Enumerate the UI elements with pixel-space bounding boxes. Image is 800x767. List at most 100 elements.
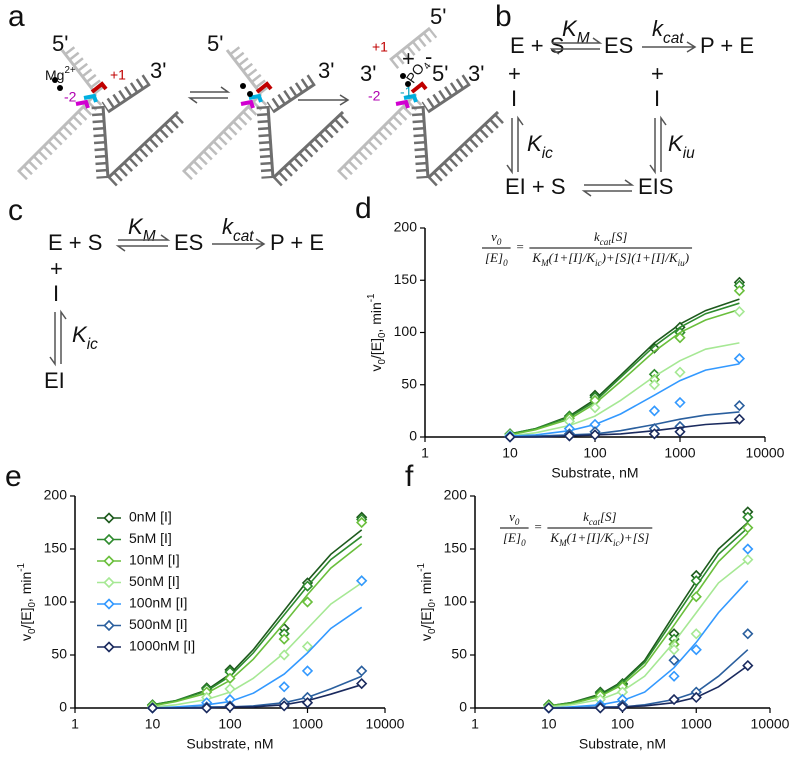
data-point [690, 691, 702, 704]
data-point [674, 426, 686, 438]
sign: + [508, 61, 521, 86]
legend-label: 50nM [I] [129, 573, 180, 589]
data-point [733, 413, 746, 425]
rate-constant: Kic [72, 322, 98, 353]
data-point [594, 702, 606, 714]
data-point [301, 640, 314, 653]
ion [247, 91, 253, 97]
data-point [543, 702, 555, 714]
data-point [742, 553, 754, 566]
equilibrium-arrow [506, 115, 524, 175]
data-point [301, 697, 314, 709]
legend-marker [103, 533, 115, 546]
data-point [668, 693, 680, 706]
strand-end: 3' [468, 61, 484, 86]
y-tick-label: 100 [44, 593, 68, 609]
dna-backbone [427, 82, 471, 114]
position-label: -1 [400, 84, 413, 100]
position-label: -2 [64, 89, 77, 105]
data-point [301, 580, 314, 592]
fit-curve [548, 664, 749, 709]
arrow [298, 94, 350, 106]
sign: - [425, 44, 432, 69]
legend-marker [103, 512, 115, 524]
data-point [690, 644, 702, 656]
dna-rungs [227, 42, 271, 94]
dna-backbone [225, 49, 263, 95]
nucleotide-mark [403, 93, 418, 103]
data-point [648, 379, 661, 391]
data-point [278, 649, 290, 661]
dna-rungs [273, 112, 351, 187]
x-tick-label: 10 [541, 716, 557, 732]
fit-curve [548, 558, 749, 708]
fit-curve [152, 535, 363, 706]
species: I [654, 86, 660, 111]
dna-backbone [336, 92, 418, 174]
data-point [301, 596, 314, 608]
species: EI + S [505, 174, 566, 199]
fit-curve [152, 582, 363, 708]
fit-curve [509, 411, 740, 438]
dna-backbone [60, 49, 98, 95]
ion [57, 85, 63, 91]
data-point [733, 400, 746, 412]
species: I [53, 281, 59, 306]
dna-rungs [411, 106, 428, 179]
data-point [674, 366, 686, 378]
equation-text: kcat[S] [583, 509, 617, 527]
dna-rungs [266, 74, 315, 112]
dna-backbone [106, 110, 180, 180]
x-axis-title: Substrate, nM [551, 465, 638, 481]
legend-label: 5nM [I] [129, 530, 172, 546]
data-point [278, 633, 290, 645]
data-point [589, 402, 601, 414]
x-tick-label: 10 [145, 716, 161, 732]
data-point [648, 405, 661, 417]
dna-backbone [107, 82, 151, 114]
nucleotide-mark [83, 93, 98, 103]
x-tick-label: 1 [71, 716, 79, 732]
sign: + [402, 46, 415, 71]
dna-backbone [101, 105, 110, 179]
y-tick-label: 0 [409, 428, 417, 444]
ion [240, 83, 246, 89]
legend-marker [103, 598, 115, 610]
fit-curve [152, 683, 362, 709]
equilibrium-arrow [549, 37, 603, 55]
fit-curve [509, 342, 740, 437]
equation-text: v0 [491, 229, 502, 247]
nucleotide-mark [90, 81, 108, 94]
y-tick-label: 100 [394, 323, 418, 339]
equation-text: = [534, 519, 543, 534]
x-tick-label: 1 [421, 445, 429, 461]
legend-label: 0nM [I] [129, 509, 172, 525]
ion-label: Mg2+ [45, 65, 76, 83]
fit-curve [509, 363, 740, 437]
data-point [201, 702, 213, 714]
data-point [224, 683, 236, 695]
fit-curve [152, 543, 363, 707]
data-point [616, 701, 629, 713]
dna-rungs [101, 74, 150, 112]
dna-rungs [62, 42, 106, 94]
data-point [690, 628, 702, 640]
equilibrium-arrow [649, 115, 667, 175]
nucleotide-mark [75, 99, 90, 109]
species: P + E [270, 230, 324, 255]
data-point [733, 352, 746, 365]
y-axis-title: v0/[E]0, min-1 [16, 563, 38, 641]
data-point [733, 285, 746, 297]
panel-label: c [8, 194, 23, 227]
legend-marker [103, 555, 115, 567]
dna-rungs [338, 94, 425, 181]
data-point [668, 644, 680, 656]
panel-label: d [355, 192, 372, 225]
species: E + S [510, 33, 564, 58]
strand-end: 5' [207, 31, 223, 56]
y-tick-label: 150 [44, 540, 68, 556]
dna-rungs [91, 106, 108, 179]
dna-diagram [16, 26, 506, 187]
x-tick-label: 10000 [366, 716, 405, 732]
species: E + S [48, 230, 102, 255]
